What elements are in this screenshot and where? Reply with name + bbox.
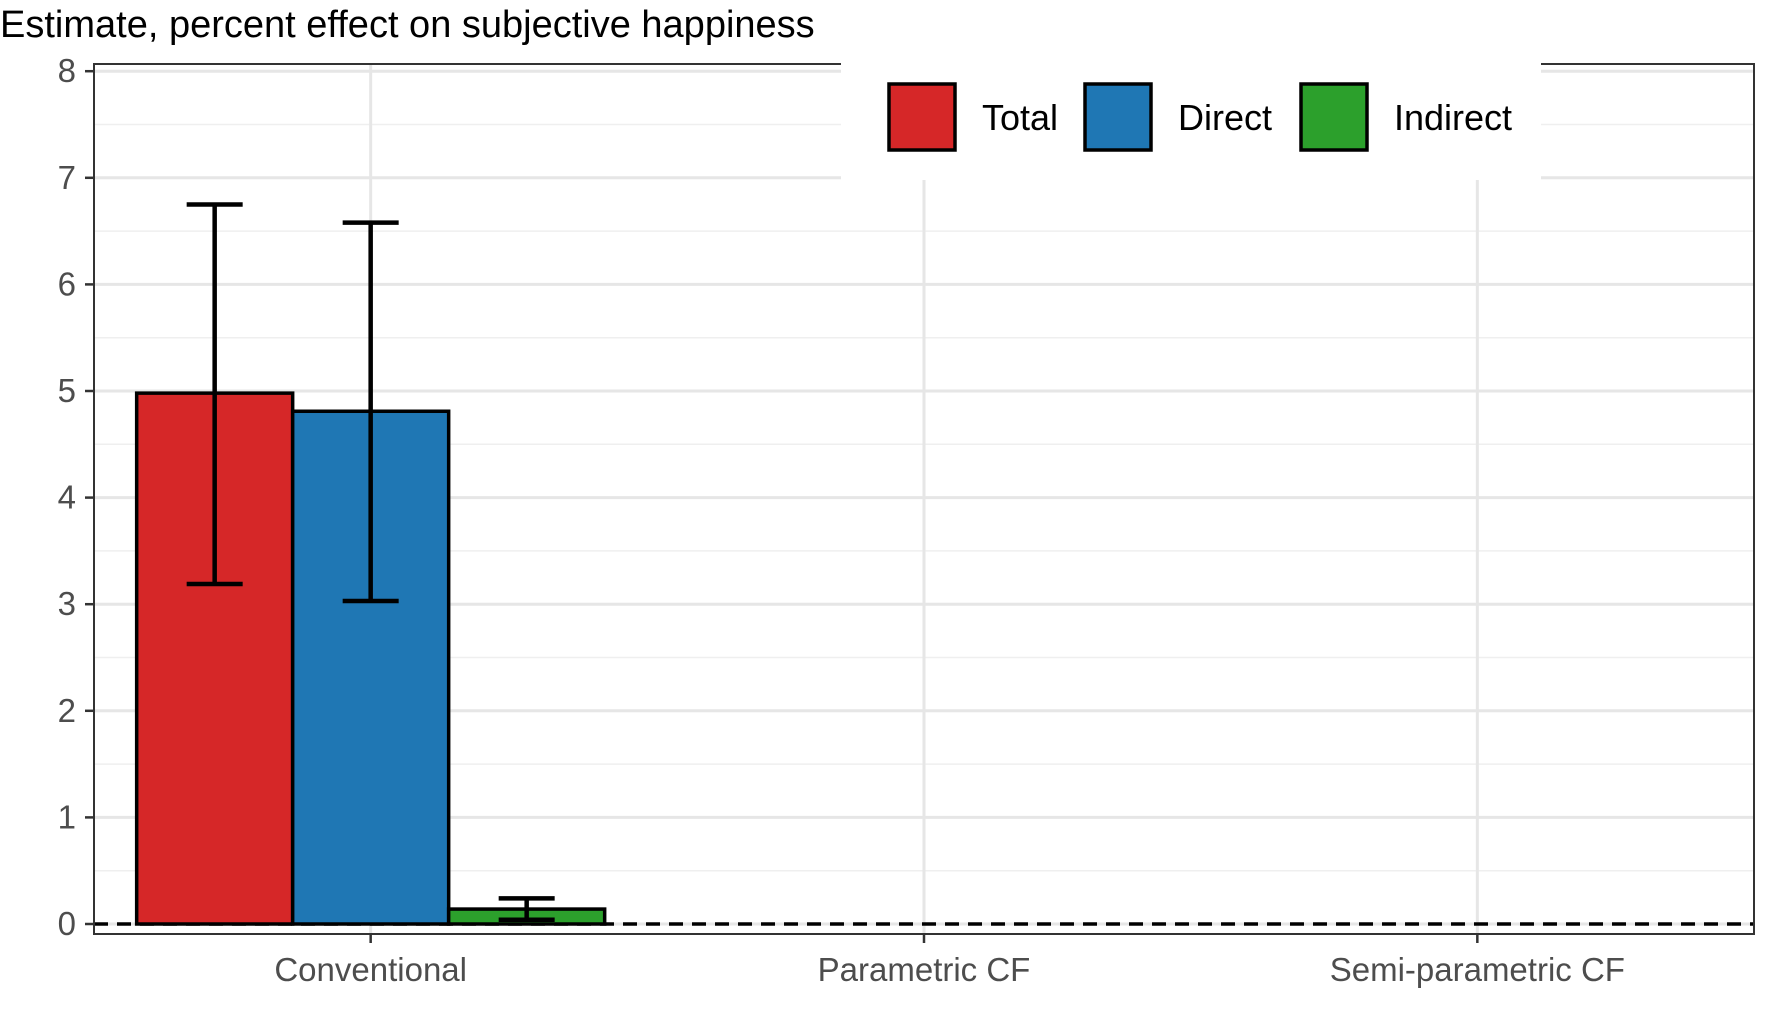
y-tick-label: 7 xyxy=(58,159,76,196)
legend-background xyxy=(841,62,1541,180)
x-tick-label: Semi-parametric CF xyxy=(1330,951,1625,988)
legend-key-indirect xyxy=(1299,82,1369,152)
y-tick-label: 1 xyxy=(58,798,76,835)
chart-title: Estimate, percent effect on subjective h… xyxy=(0,4,815,46)
legend-key-total xyxy=(887,82,957,152)
legend-key-direct xyxy=(1083,82,1153,152)
x-tick-label: Parametric CF xyxy=(818,951,1031,988)
error-bars xyxy=(186,202,555,922)
y-tick-label: 6 xyxy=(58,265,76,302)
y-tick-label: 3 xyxy=(58,585,76,622)
y-tick-label: 2 xyxy=(58,692,76,729)
legend-label-total: Total xyxy=(982,97,1058,138)
x-axis: Conventional Parametric CF Semi-parametric… xyxy=(274,934,1625,988)
legend-label-indirect: Indirect xyxy=(1394,97,1512,138)
y-tick-label: 5 xyxy=(58,372,76,409)
y-tick-label: 4 xyxy=(58,479,76,516)
y-tick-label: 8 xyxy=(58,52,76,89)
x-tick-label: Conventional xyxy=(274,951,467,988)
legend-label-direct: Direct xyxy=(1178,97,1272,138)
y-tick-label: 0 xyxy=(58,905,76,942)
y-axis: 0 1 2 3 4 5 6 7 8 xyxy=(58,52,94,942)
legend: Total Direct Indirect xyxy=(841,62,1541,180)
